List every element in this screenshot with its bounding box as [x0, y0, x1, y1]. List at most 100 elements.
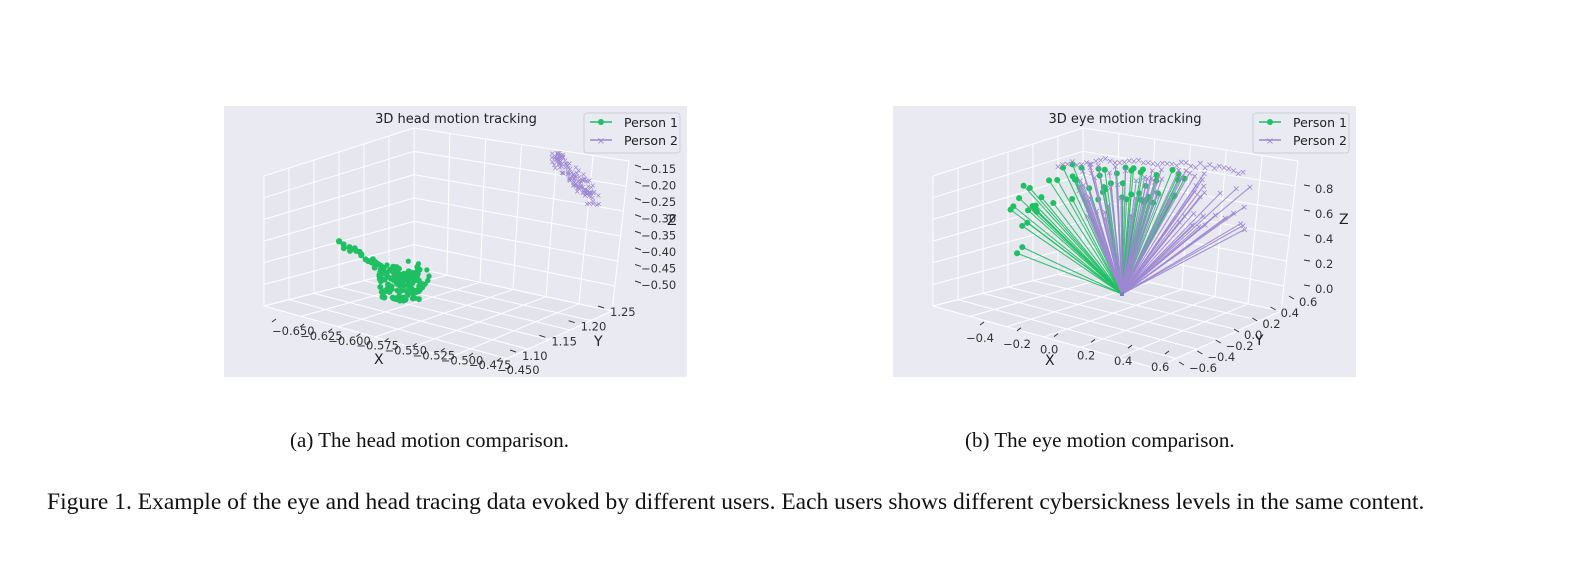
z-tick [634, 214, 642, 218]
data-point-person2: × [588, 188, 595, 197]
data-point-person2: × [586, 176, 593, 185]
data-point-person2: × [560, 151, 567, 160]
data-point-person1 [424, 267, 430, 273]
data-point-person2: × [590, 199, 597, 208]
data-point-person2: × [1182, 158, 1190, 168]
data-point-person1 [394, 287, 400, 294]
data-point-person2: × [566, 175, 573, 184]
data-point-person2: × [572, 182, 579, 191]
data-point-person2: × [555, 153, 562, 162]
data-point-person2: × [1106, 168, 1114, 178]
data-point-person2: × [553, 155, 560, 164]
data-point-person2: × [1211, 164, 1219, 174]
y-tick [539, 334, 546, 338]
data-point-person1 [415, 296, 422, 303]
data-point-person1 [415, 261, 422, 267]
z-axis-label: Z [1339, 212, 1349, 228]
data-point-person2: × [1220, 164, 1228, 174]
data-point-person2: × [1148, 167, 1156, 177]
floor-pane [264, 268, 612, 368]
z-tick-label: −0.15 [641, 162, 676, 176]
data-point-person2: × [585, 186, 592, 195]
data-point-person2: × [558, 168, 565, 177]
data-point-person2: × [1105, 202, 1113, 212]
data-point-person1 [1024, 219, 1031, 226]
data-point-person2: × [556, 149, 563, 158]
data-point-person2: × [555, 159, 562, 168]
data-point-person2: × [571, 175, 578, 184]
data-point-person2: × [577, 183, 584, 192]
data-point-person1 [1122, 164, 1129, 171]
data-point-person2: × [1078, 161, 1086, 171]
y-tick [1197, 350, 1203, 355]
data-point-person1 [378, 279, 384, 285]
data-point-person2: × [1141, 173, 1149, 183]
gaze-ray-person1 [1048, 180, 1123, 295]
data-point-person2: × [590, 197, 597, 206]
data-point-person2: × [1230, 209, 1238, 219]
grid-line [932, 267, 1084, 307]
data-point-person2: × [1086, 193, 1094, 203]
eye-motion-chart: × × × × × × × × × × × × × × × × × × × × × × × × × × × × × × × × × × × × × × × ×… [893, 106, 1356, 377]
y-tick [1288, 295, 1295, 300]
data-point-person2: × [578, 182, 585, 191]
data-point-person2: × [1143, 174, 1151, 184]
data-point-person2: × [573, 172, 580, 181]
series-layer: ××××××××××××××××××××××××××××××××××××××××… [335, 149, 602, 304]
data-point-person2: × [582, 191, 589, 200]
data-point-person2: × [1149, 160, 1157, 170]
data-point-person2: × [570, 177, 577, 186]
data-point-person2: × [570, 169, 577, 178]
z-tick [634, 181, 642, 185]
gaze-ray-person1 [1023, 185, 1123, 295]
z-tick-label: −0.25 [641, 195, 676, 209]
x-tick [1053, 333, 1059, 338]
data-point-person2: × [586, 188, 593, 197]
gaze-ray-person2 [1121, 214, 1216, 295]
z-tick [1303, 209, 1311, 212]
data-point-person2: × [579, 189, 586, 198]
data-point-person1 [403, 276, 410, 283]
data-point-person2: × [583, 177, 590, 186]
data-point-person2: × [1102, 154, 1110, 164]
data-point-person2: × [552, 163, 559, 172]
data-point-person2: × [571, 174, 578, 183]
tick-layer: −0.4 −0.2 0.0 0.2 0.4 0.6X −0.6−0.4−0.20.00.20… [966, 182, 1349, 375]
data-point-person1 [405, 258, 411, 264]
data-point-person2: × [567, 165, 574, 174]
z-tick-label: 0.8 [1315, 182, 1333, 196]
data-point-person2: × [575, 183, 582, 192]
x-tick [440, 347, 446, 352]
series-person1 [335, 238, 432, 304]
data-point-person2: × [559, 153, 566, 162]
x-tick-label: −0.450 [497, 363, 540, 377]
data-point-person2: × [582, 188, 589, 197]
z-tick [1303, 259, 1311, 262]
x-tick-label: −0.650 [272, 324, 315, 338]
data-point-person2: × [1165, 197, 1173, 207]
data-point-person1 [1128, 191, 1135, 198]
data-point-person2: × [565, 167, 572, 176]
gaze-ray-person1 [1013, 205, 1123, 295]
y-tick-label: 0.0 [1244, 328, 1262, 342]
tick-layer: −0.650−0.625−0.600−0.575−0.550−0.525−0.5… [271, 162, 677, 377]
y-tick-label: 1.15 [551, 334, 577, 348]
data-point-person1 [1130, 165, 1137, 172]
data-point-person1 [408, 287, 414, 294]
x-tick [356, 333, 361, 338]
data-point-person2: × [556, 151, 563, 160]
z-tick-label: 0.6 [1315, 207, 1333, 221]
data-point-person2: × [1154, 161, 1162, 171]
y-tick [568, 320, 575, 324]
gaze-ray-person2 [1121, 172, 1191, 295]
data-point-person2: × [560, 152, 567, 161]
data-point-person2: × [1077, 176, 1085, 186]
data-point-person2: × [570, 181, 577, 190]
data-point-person2: × [558, 153, 565, 162]
data-point-person2: × [584, 177, 591, 186]
legend-box [1252, 112, 1350, 154]
z-tick-label: −0.30 [641, 212, 676, 226]
data-point-person1 [409, 295, 416, 302]
gaze-ray-person1 [1052, 202, 1123, 295]
gaze-ray-person2 [1121, 195, 1160, 295]
